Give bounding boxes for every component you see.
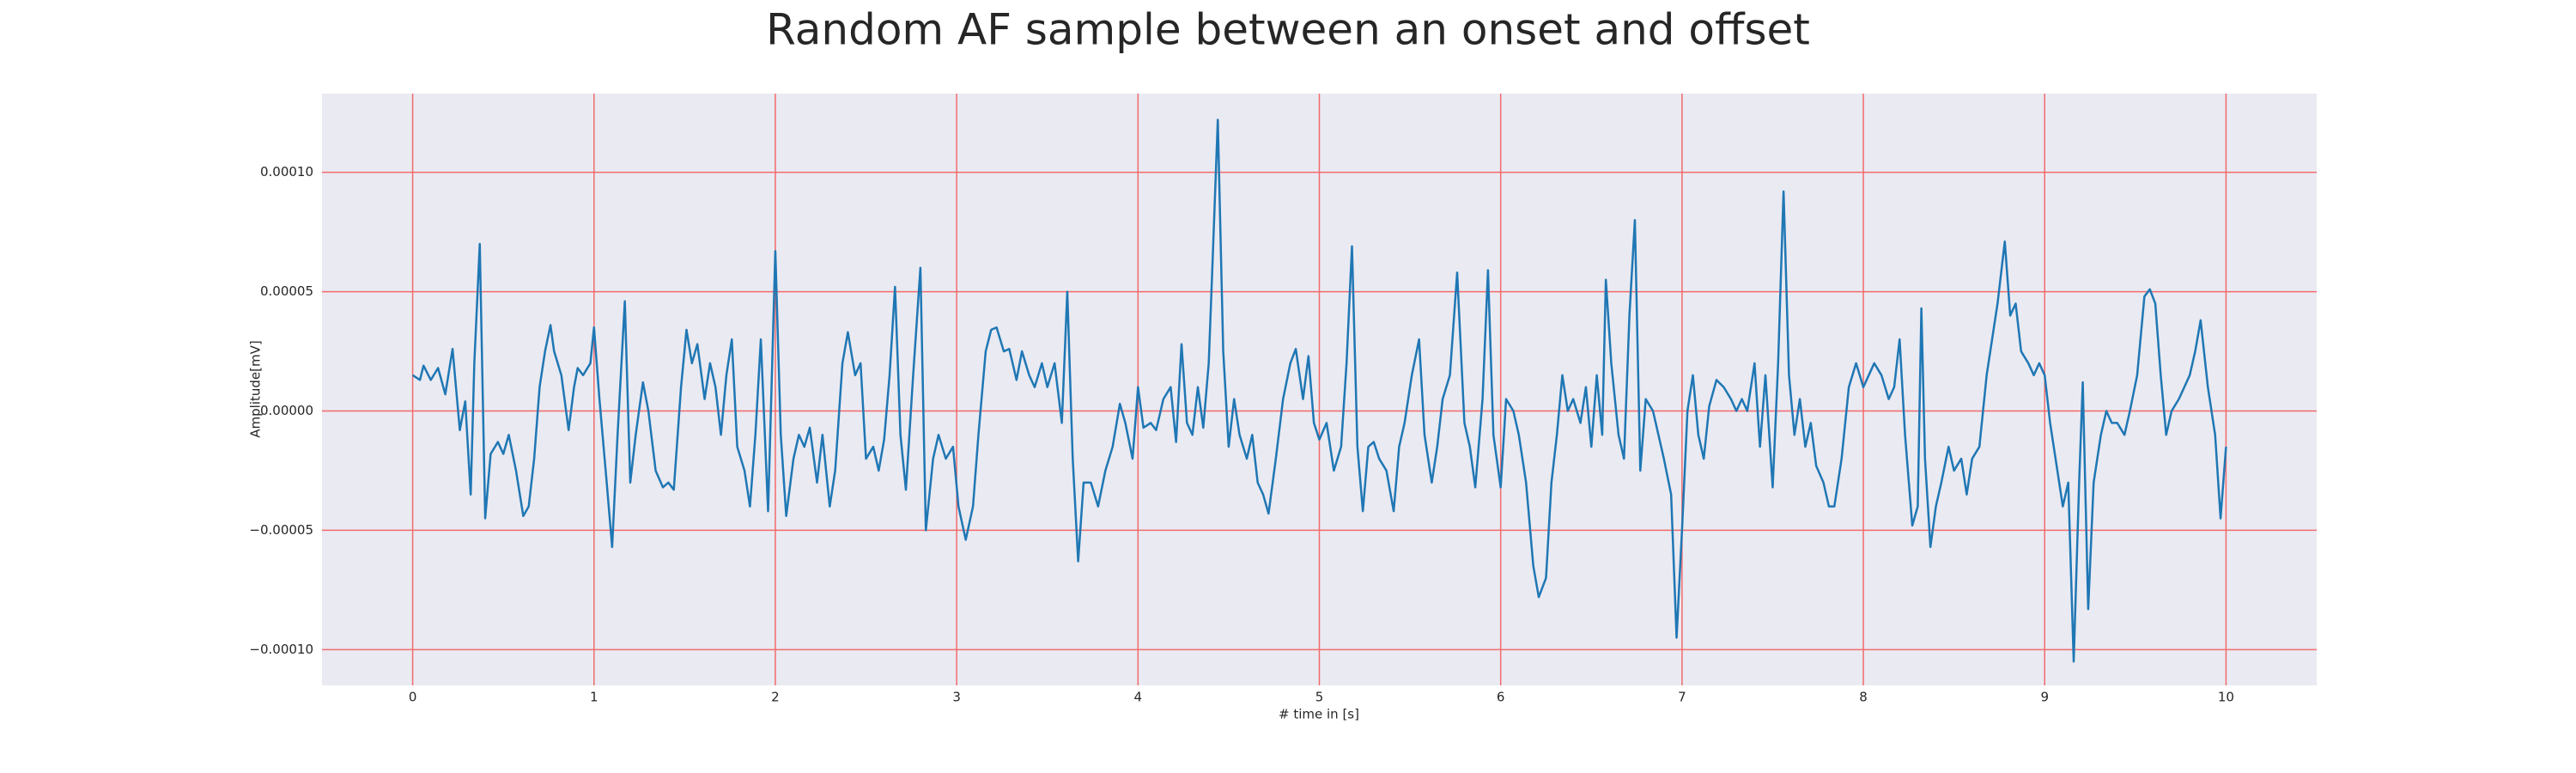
signal-line bbox=[411, 119, 2227, 663]
x-tick-label: 0 bbox=[409, 690, 417, 705]
y-tick-label: 0.00000 bbox=[260, 403, 313, 418]
y-axis-label: Amplitude[mV] bbox=[248, 340, 264, 437]
x-axis-label: # time in [s] bbox=[1279, 707, 1359, 722]
x-tick-label: 6 bbox=[1497, 690, 1505, 705]
x-tick-label: 10 bbox=[2218, 690, 2234, 705]
chart-title: Random AF sample between an onset and of… bbox=[766, 5, 1810, 55]
x-tick-label: 8 bbox=[1859, 690, 1868, 705]
y-tick-label: −0.00010 bbox=[249, 642, 313, 657]
x-tick-label: 3 bbox=[952, 690, 961, 705]
x-tick-label: 1 bbox=[590, 690, 598, 705]
x-tick-label: 5 bbox=[1315, 690, 1324, 705]
x-tick-label: 7 bbox=[1678, 690, 1686, 705]
y-tick-label: 0.00005 bbox=[260, 283, 313, 299]
y-tick-label: 0.00010 bbox=[260, 164, 313, 180]
x-tick-label: 9 bbox=[2040, 690, 2049, 705]
y-tick-label: −0.00005 bbox=[249, 522, 313, 538]
x-tick-label: 4 bbox=[1134, 690, 1143, 705]
x-tick-label: 2 bbox=[771, 690, 780, 705]
